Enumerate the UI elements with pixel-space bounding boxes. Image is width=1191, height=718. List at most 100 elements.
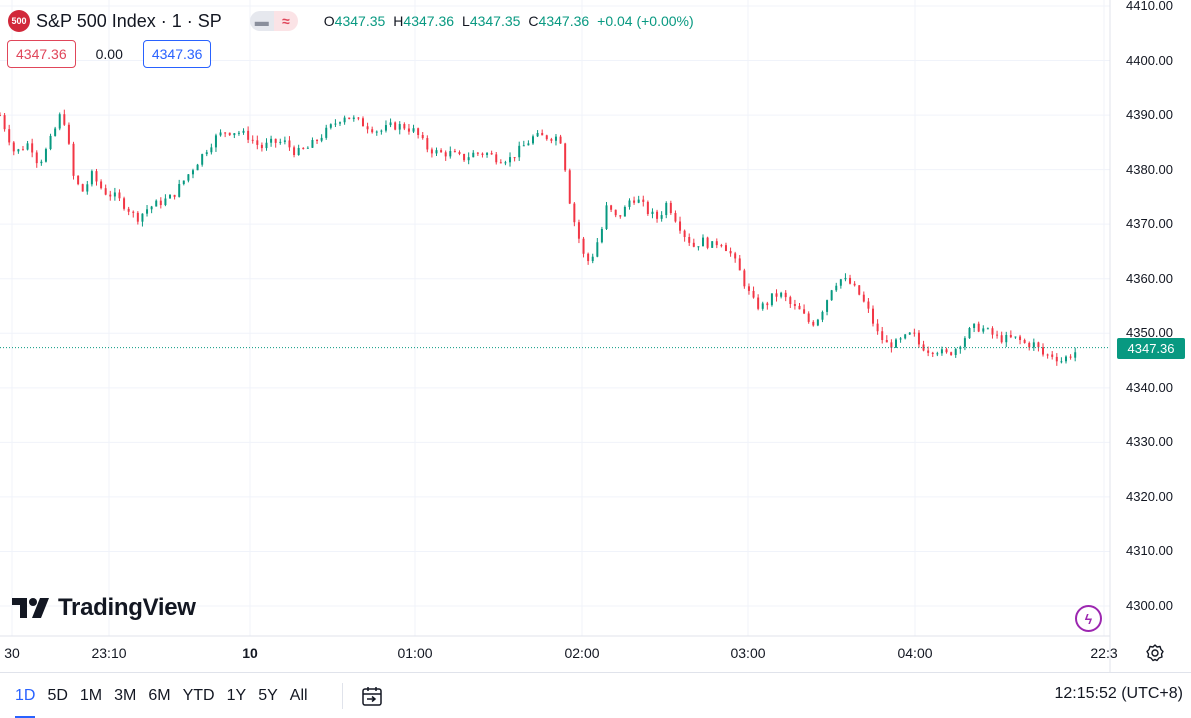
candle-body: [178, 183, 181, 197]
candle-body: [472, 152, 475, 158]
price-tick-label: 4390.00: [1126, 107, 1173, 123]
candle-body: [913, 332, 916, 334]
symbol-logo-icon[interactable]: 500: [8, 10, 30, 32]
candle: [49, 133, 52, 151]
range-5d[interactable]: 5D: [47, 687, 68, 704]
candle-body: [426, 138, 429, 150]
ohlc-values: O4347.35 H4347.36 L4347.35 C4347.36 +0.0…: [324, 13, 694, 29]
candle: [633, 196, 636, 205]
candle: [366, 122, 369, 134]
candle-body: [495, 154, 498, 163]
range-all[interactable]: All: [289, 687, 308, 704]
candle: [660, 211, 663, 222]
candle: [940, 346, 943, 356]
candle-body: [504, 162, 507, 164]
buy-button[interactable]: 4347.36: [142, 40, 212, 68]
candle-body: [320, 137, 323, 141]
candle: [320, 134, 323, 143]
candle-body: [210, 147, 213, 153]
candle-body: [936, 353, 939, 355]
range-ytd[interactable]: YTD: [182, 687, 215, 704]
candle: [651, 208, 654, 219]
candle: [371, 126, 374, 134]
candle-body: [398, 124, 401, 130]
range-1m[interactable]: 1M: [79, 687, 103, 704]
candle-body: [1028, 342, 1031, 348]
candle-body: [86, 184, 89, 192]
range-3m[interactable]: 3M: [114, 687, 137, 704]
range-1d[interactable]: 1D: [9, 685, 41, 718]
candle: [931, 351, 934, 358]
candle-body: [793, 304, 796, 306]
candle: [509, 152, 512, 167]
range-5y[interactable]: 5Y: [258, 687, 278, 704]
candle: [917, 330, 920, 348]
candle-body: [715, 241, 718, 246]
lightning-icon[interactable]: ϟ: [1075, 605, 1102, 632]
candle: [894, 338, 897, 348]
candle: [835, 282, 838, 292]
tradingview-watermark[interactable]: TradingView: [12, 594, 196, 622]
candle-body: [31, 143, 34, 153]
candle-body: [260, 144, 263, 149]
candle: [996, 330, 999, 339]
candle: [348, 117, 351, 120]
candle: [214, 133, 217, 152]
candle: [803, 304, 806, 315]
candle: [495, 151, 498, 165]
candle: [991, 326, 994, 339]
symbol-title[interactable]: S&P 500 Index · 1 · SP: [36, 10, 222, 31]
range-1y[interactable]: 1Y: [226, 687, 247, 704]
candle: [35, 150, 38, 168]
candle: [702, 234, 705, 247]
candle: [270, 135, 273, 147]
candle-body: [743, 270, 746, 287]
candle-body: [366, 126, 369, 130]
candlestick-chart[interactable]: [0, 0, 1191, 672]
candle: [113, 187, 116, 201]
candle-body: [499, 162, 502, 164]
candle: [329, 123, 332, 130]
candle: [343, 115, 346, 125]
candle: [1051, 351, 1054, 360]
candle-body: [881, 331, 884, 340]
time-tick-label: 04:00: [897, 645, 933, 661]
candle: [224, 132, 227, 138]
minus-icon[interactable]: ▬: [249, 11, 274, 31]
candle-body: [182, 180, 185, 184]
candle: [573, 202, 576, 227]
candle: [582, 236, 585, 258]
candle: [1074, 347, 1077, 362]
candle-body: [421, 135, 424, 139]
candle-body: [518, 145, 521, 158]
legend-toggle-pill[interactable]: ▬ ≈: [249, 11, 298, 31]
candle: [899, 337, 902, 343]
candle-body: [233, 133, 236, 136]
candle: [715, 238, 718, 249]
candle-body: [196, 164, 199, 171]
candle-body: [669, 202, 672, 214]
candle-body: [642, 199, 645, 202]
gear-icon[interactable]: [1145, 643, 1165, 663]
candle: [375, 130, 378, 136]
candle-body: [876, 323, 879, 332]
candle: [288, 136, 291, 151]
candle: [384, 120, 387, 133]
candle-body: [633, 200, 636, 203]
candle-body: [628, 200, 631, 207]
candle-body: [293, 147, 296, 156]
candle: [1000, 331, 1003, 344]
date-range-calendar-icon[interactable]: [360, 684, 384, 708]
candle-body: [486, 153, 489, 155]
candle-body: [1009, 334, 1012, 338]
wave-icon[interactable]: ≈: [273, 11, 298, 31]
clock-timezone[interactable]: 12:15:52 (UTC+8): [1054, 685, 1183, 702]
candle-body: [476, 152, 479, 154]
range-6m[interactable]: 6M: [148, 687, 171, 704]
sell-button[interactable]: 4347.36: [7, 40, 76, 68]
candle-body: [536, 132, 539, 137]
candle: [63, 109, 66, 126]
candle: [205, 149, 208, 157]
candle-body: [738, 258, 741, 271]
candle-body: [577, 222, 580, 239]
